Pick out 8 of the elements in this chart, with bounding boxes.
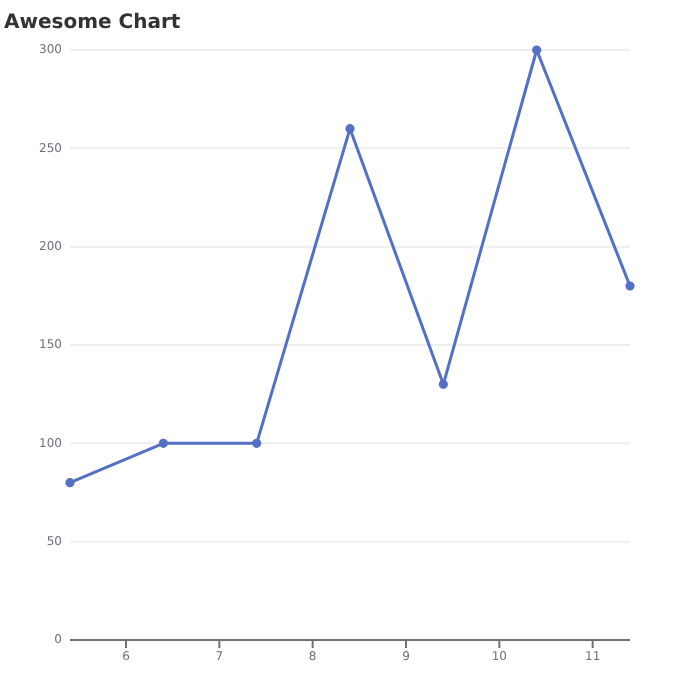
point [625, 281, 635, 291]
point [345, 124, 355, 134]
point [532, 45, 542, 55]
point [252, 438, 262, 448]
point [158, 438, 168, 448]
point [438, 379, 448, 389]
point [65, 478, 75, 488]
chart-title: Awesome Chart [4, 12, 181, 34]
